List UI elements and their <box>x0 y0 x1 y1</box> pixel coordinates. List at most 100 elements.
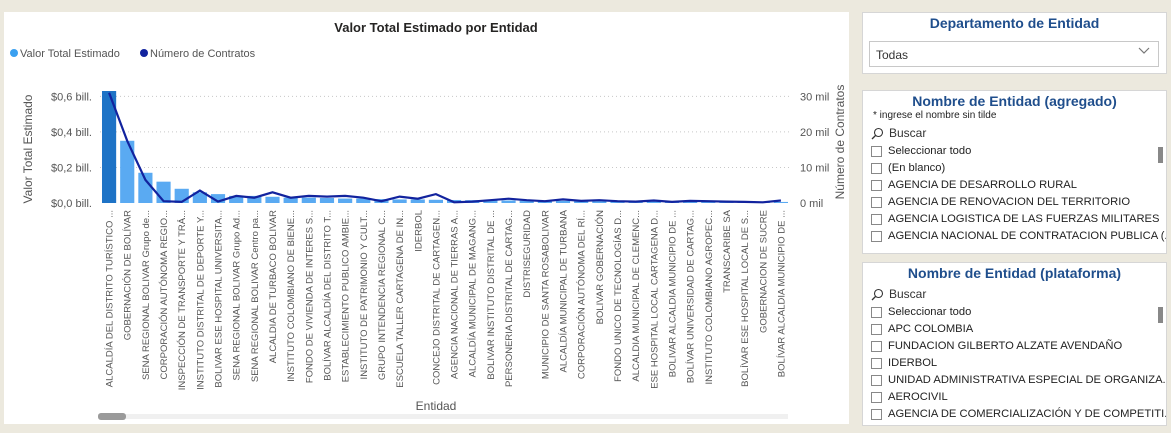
bar[interactable] <box>519 200 534 203</box>
bar[interactable] <box>192 192 207 203</box>
plataforma-item[interactable]: IDERBOL <box>863 355 1166 372</box>
bar[interactable] <box>428 199 444 203</box>
bar[interactable] <box>356 198 371 203</box>
horizontal-scrollbar-thumb[interactable] <box>98 413 126 420</box>
x-tick-label: BOLIVAR ALCALDIA MUNICIPIO DE ... <box>668 210 679 377</box>
legend-label-count[interactable]: Número de Contratos <box>150 48 256 60</box>
x-tick-label: ALCALDÍA MUNICIPAL DE TURBANA <box>559 209 570 372</box>
search-icon <box>871 127 884 139</box>
agregado-item[interactable]: AGENCIA DE DESARROLLO RURAL <box>863 177 1166 194</box>
y2-tick-label: 30 mil <box>800 91 829 103</box>
bar[interactable] <box>392 199 407 203</box>
x-tick-label: INSPECCIÓN DE TRANSPORTE Y TRÁ... <box>177 210 188 390</box>
checkbox[interactable] <box>871 392 882 403</box>
bar[interactable] <box>283 197 298 203</box>
agregado-item[interactable]: AGENCIA LOGISTICA DE LAS FUERZAS MILITAR… <box>863 211 1166 228</box>
x-tick-label: IDERBOL <box>413 210 424 252</box>
chart-visual[interactable]: Valor Total Estimado por Entidad Valor T… <box>4 12 849 424</box>
plataforma-item-label: Seleccionar todo <box>888 306 972 318</box>
agregado-item-label: Seleccionar todo <box>888 145 972 157</box>
plataforma-item[interactable]: FUNDACION GILBERTO ALZATE AVENDAÑO <box>863 338 1166 355</box>
x-tick-label: ALCALDIA MUNICIPAL DE CLEMENC... <box>631 210 642 382</box>
bar[interactable] <box>701 201 716 203</box>
agregado-item[interactable]: AGENCIA DE RENOVACION DEL TERRITORIO <box>863 194 1166 211</box>
horizontal-scrollbar-track[interactable] <box>98 414 788 419</box>
checkbox[interactable] <box>871 231 882 242</box>
x-tick-label: FONDO UNICO DE TECNOLOGÍAS D... <box>613 210 624 382</box>
agregado-search-input[interactable]: Buscar <box>871 126 1166 140</box>
agregado-item-label: AGENCIA NACIONAL DE CONTRATACION PUBLICA… <box>888 230 1166 242</box>
x-axis-title: Entidad <box>416 399 457 413</box>
x-tick-label: BOLÍVAR UNIVERSIDAD DE CARTAG... <box>686 210 697 383</box>
bar[interactable] <box>301 197 316 203</box>
y-tick-label: $0,0 bill. <box>51 198 92 210</box>
x-tick-label: BOLÍVAR ALCALDÍA DEL DISTRITO T... <box>323 210 334 381</box>
bar[interactable] <box>338 198 353 203</box>
agregado-item[interactable]: AGENCIA NACIONAL DE CONTRATACION PUBLICA… <box>863 228 1166 245</box>
y-tick-label: $0,6 bill. <box>51 91 92 103</box>
y2-tick-label: 10 mil <box>800 162 829 174</box>
x-tick-label: ALCALDÍA DEL DISTRITO TURÍSTICO ... <box>105 210 116 387</box>
checkbox[interactable] <box>871 324 882 335</box>
plataforma-search-input[interactable]: Buscar <box>871 287 1166 301</box>
checkbox[interactable] <box>871 163 882 174</box>
checkbox[interactable] <box>871 341 882 352</box>
chart-title: Valor Total Estimado por Entidad <box>334 20 538 35</box>
checkbox[interactable] <box>871 409 882 420</box>
x-tick-label: PERSONERIA DISTRITAL DE CARTAG... <box>504 210 515 387</box>
checkbox[interactable] <box>871 197 882 208</box>
checkbox[interactable] <box>871 375 882 386</box>
bar[interactable] <box>592 201 607 203</box>
bar[interactable] <box>138 172 153 203</box>
bar-series <box>101 91 789 203</box>
bar[interactable] <box>229 195 244 203</box>
x-tick-label: CORPORACIÓN AUTÓNOMA DEL RÍ... <box>577 210 588 379</box>
bar[interactable] <box>101 91 117 203</box>
agregado-item[interactable]: Seleccionar todo <box>863 143 1166 160</box>
bar[interactable] <box>501 200 516 203</box>
chart-legend: Valor Total Estimado Número de Contratos <box>10 48 256 60</box>
x-tick-label: BOLÍVAR ALCALDIA MUNICIPIO DE ... <box>776 210 787 377</box>
agregado-search-placeholder: Buscar <box>889 126 927 140</box>
plataforma-item-label: IDERBOL <box>888 357 938 369</box>
agregado-item-label: (En blanco) <box>888 162 946 174</box>
plataforma-item-label: AEROCIVIL <box>888 391 948 403</box>
bar[interactable] <box>483 200 498 203</box>
plataforma-scrollbar-thumb[interactable] <box>1158 307 1163 323</box>
x-tick-label: GRUPO INTENDENCIA REGIONAL C... <box>377 210 388 380</box>
checkbox[interactable] <box>871 180 882 191</box>
plataforma-item[interactable]: AGENCIA DE COMERCIALIZACIÓN Y DE COMPETI… <box>863 406 1166 423</box>
x-tick-label: ESE HOSPITAL LOCAL CARTAGENA D... <box>649 210 660 389</box>
legend-marker-value <box>10 49 18 57</box>
x-tick-label: BOLIVAR GOBERNACIÓN <box>595 210 606 325</box>
bar[interactable] <box>555 200 571 203</box>
checkbox[interactable] <box>871 358 882 369</box>
bar[interactable] <box>210 194 226 203</box>
bar[interactable] <box>247 195 262 203</box>
bar[interactable] <box>683 201 698 203</box>
departamento-dropdown[interactable]: Todas <box>869 41 1159 67</box>
checkbox[interactable] <box>871 146 882 157</box>
bar[interactable] <box>319 198 335 203</box>
plataforma-item[interactable]: AEROCIVIL <box>863 389 1166 406</box>
bar[interactable] <box>773 201 789 203</box>
x-tick-label: SENA REGIONAL BOLIVAR Grupo de... <box>141 210 152 380</box>
y-tick-label: $0,4 bill. <box>51 127 92 139</box>
bar[interactable] <box>265 196 280 203</box>
bar[interactable] <box>574 201 589 203</box>
x-tick-label: ESCUELA TALLER CARTAGENA DE IN... <box>395 210 406 388</box>
bar[interactable] <box>646 201 661 203</box>
agregado-scrollbar-thumb[interactable] <box>1158 147 1163 163</box>
agregado-item[interactable]: (En blanco) <box>863 160 1166 177</box>
legend-label-value[interactable]: Valor Total Estimado <box>20 48 120 60</box>
checkbox[interactable] <box>871 307 882 318</box>
x-tick-label: SENA REGIONAL BOLIVAR Grupo Ad... <box>232 210 243 381</box>
bar[interactable] <box>410 199 425 203</box>
x-tick-label: AGENCIA NACIONAL DE TIERRAS A... <box>450 210 461 379</box>
checkbox[interactable] <box>871 214 882 225</box>
plataforma-item[interactable]: UNIDAD ADMINISTRATIVA ESPECIAL DE ORGANI… <box>863 372 1166 389</box>
plataforma-item[interactable]: Seleccionar todo <box>863 304 1166 321</box>
x-tick-label: INSTITUTO DE PATRIMONIO Y CULT... <box>359 210 370 379</box>
plataforma-item[interactable]: APC COLOMBIA <box>863 321 1166 338</box>
bar[interactable] <box>120 140 135 203</box>
